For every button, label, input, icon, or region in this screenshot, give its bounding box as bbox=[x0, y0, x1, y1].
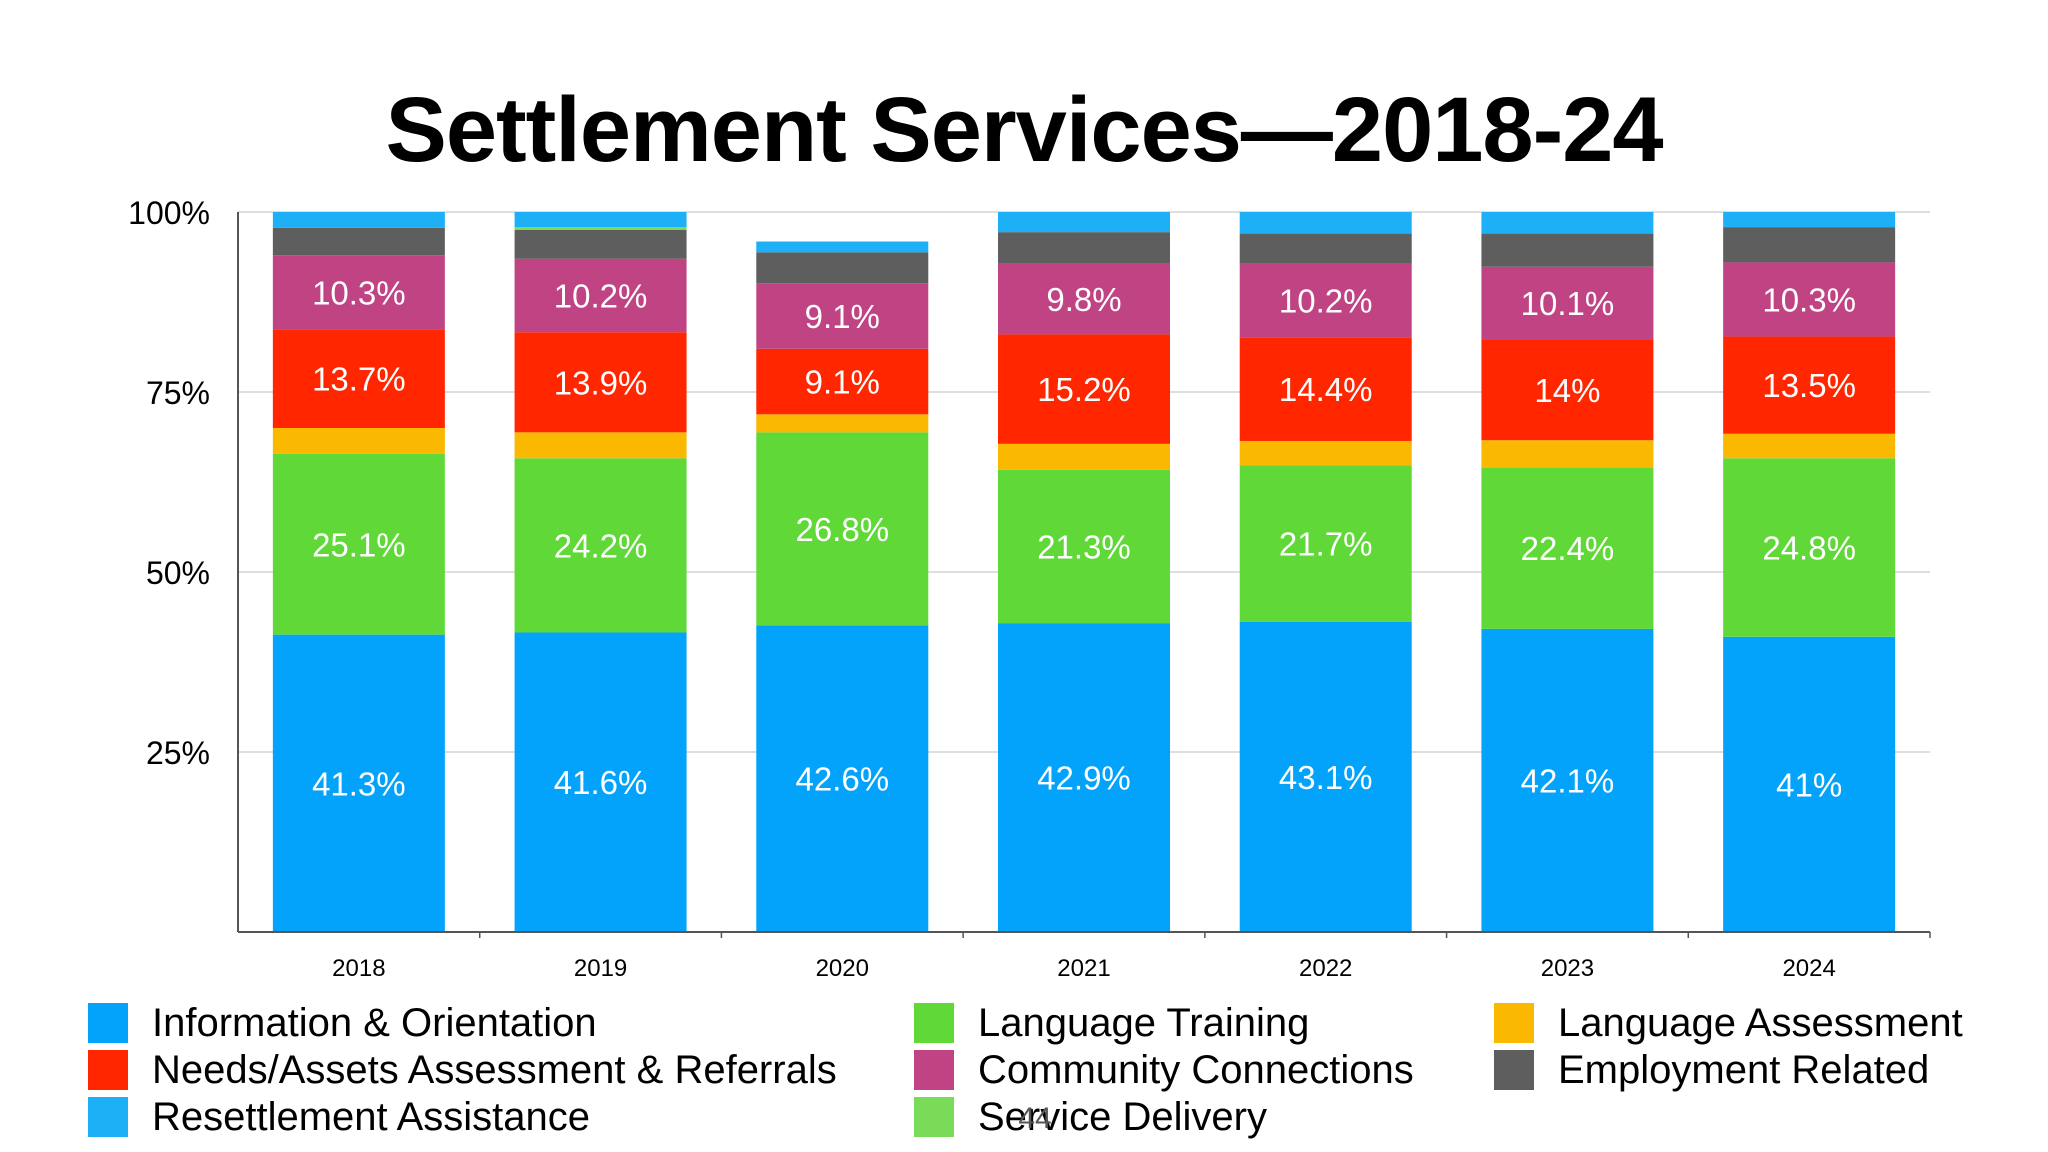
data-label: 9.1% bbox=[805, 364, 880, 401]
legend-swatch bbox=[914, 1097, 954, 1137]
bar-segment bbox=[1723, 636, 1896, 932]
y-tick-label: 25% bbox=[146, 735, 210, 771]
x-tick-label: 2023 bbox=[1541, 955, 1594, 982]
bar-segment bbox=[1239, 465, 1412, 622]
bar-segment bbox=[1481, 233, 1654, 267]
bar-segment bbox=[272, 453, 445, 635]
data-label: 9.8% bbox=[1046, 281, 1121, 318]
data-label: 10.3% bbox=[312, 274, 406, 311]
bar-segment bbox=[756, 241, 929, 253]
data-label: 13.7% bbox=[312, 361, 406, 398]
legend-label: Resettlement Assistance bbox=[152, 1094, 590, 1139]
bar-segment bbox=[1481, 628, 1654, 932]
data-label: 41.6% bbox=[554, 764, 648, 801]
bar-segment bbox=[1239, 263, 1412, 338]
data-label: 10.2% bbox=[1279, 283, 1373, 320]
x-tick-label: 2022 bbox=[1299, 955, 1352, 982]
data-label: 43.1% bbox=[1279, 759, 1373, 796]
y-tick-label: 100% bbox=[128, 195, 210, 231]
y-tick-label: 75% bbox=[146, 375, 210, 411]
x-tick-label: 2021 bbox=[1057, 955, 1110, 982]
data-label: 41% bbox=[1776, 766, 1842, 803]
bar-segment bbox=[272, 212, 445, 228]
chart-title: Settlement Services—2018-24 bbox=[385, 79, 1663, 181]
data-label: 9.1% bbox=[805, 298, 880, 335]
bar-segment bbox=[514, 258, 687, 333]
bar-segment bbox=[272, 329, 445, 428]
x-tick-label: 2018 bbox=[332, 955, 385, 982]
bar-segment bbox=[1239, 440, 1412, 466]
data-label: 14.4% bbox=[1279, 371, 1373, 408]
bar-segment bbox=[998, 623, 1170, 932]
bar-segment bbox=[1723, 433, 1896, 459]
bar-segment bbox=[1723, 212, 1896, 228]
data-label: 41.3% bbox=[312, 765, 406, 802]
x-tick-label: 2020 bbox=[816, 955, 869, 982]
bar-segment bbox=[514, 632, 687, 932]
data-label: 15.2% bbox=[1037, 371, 1131, 408]
data-label: 21.7% bbox=[1279, 526, 1373, 563]
bar-segment bbox=[514, 227, 687, 230]
data-label: 24.8% bbox=[1762, 530, 1856, 567]
data-label: 42.9% bbox=[1037, 760, 1131, 797]
bar-segment bbox=[756, 283, 929, 349]
data-label: 13.5% bbox=[1762, 367, 1856, 404]
bar-segment bbox=[756, 414, 929, 433]
bar-segment bbox=[1481, 440, 1654, 468]
bar-segment bbox=[1723, 227, 1896, 263]
bar-segment bbox=[998, 334, 1170, 444]
data-label: 42.6% bbox=[795, 761, 889, 798]
legend-swatch bbox=[88, 1097, 128, 1137]
bar-segment bbox=[756, 348, 929, 415]
bar-segment bbox=[756, 625, 929, 932]
bar-segment bbox=[272, 227, 445, 256]
data-label: 10.1% bbox=[1521, 285, 1615, 322]
bar-segment bbox=[998, 469, 1170, 624]
data-label: 24.2% bbox=[554, 527, 648, 564]
data-label: 26.8% bbox=[795, 511, 889, 548]
bar-segment bbox=[272, 428, 445, 454]
bar-segment bbox=[1481, 266, 1654, 340]
data-label: 13.9% bbox=[554, 364, 648, 401]
bar-segment bbox=[998, 443, 1170, 470]
stacked-bar-chart: 25% 50% 75% 100% 41.3% 25.1% 13.7% 10.3% 2018 41.… bbox=[128, 195, 1931, 982]
bar-segment bbox=[514, 432, 687, 459]
bar-segment bbox=[1723, 262, 1896, 337]
legend-item-service-delivery: Service Delivery bbox=[914, 1094, 1267, 1140]
data-label: 10.3% bbox=[1762, 281, 1856, 318]
legend-item-resettlement-assistance: Resettlement Assistance bbox=[88, 1094, 590, 1140]
data-label: 10.2% bbox=[554, 278, 648, 315]
bar-segment bbox=[756, 252, 929, 284]
bar-segment bbox=[1481, 467, 1654, 629]
bar-segment bbox=[756, 432, 929, 626]
bar-segment bbox=[1239, 233, 1412, 264]
data-label: 22.4% bbox=[1521, 530, 1615, 567]
bar-segment bbox=[1723, 336, 1896, 434]
bar-segment bbox=[998, 212, 1170, 233]
bar-segment bbox=[1239, 212, 1412, 234]
bar-segment bbox=[1481, 339, 1654, 441]
bar-segment bbox=[272, 634, 445, 932]
x-tick-label: 2019 bbox=[574, 955, 627, 982]
bar-segment bbox=[272, 255, 445, 330]
bar-segment bbox=[514, 332, 687, 433]
bar-segment bbox=[1239, 337, 1412, 441]
data-label: 42.1% bbox=[1521, 762, 1615, 799]
data-label: 21.3% bbox=[1037, 528, 1131, 565]
data-label: 25.1% bbox=[312, 526, 406, 563]
bar-segment bbox=[514, 458, 687, 633]
bar-segment bbox=[998, 232, 1170, 264]
bar-segment bbox=[1723, 458, 1896, 637]
x-tick-label: 2024 bbox=[1782, 955, 1835, 982]
bar-segment bbox=[1481, 212, 1654, 234]
page-number: 44 bbox=[1018, 1102, 1052, 1135]
data-label: 14% bbox=[1534, 372, 1600, 409]
bar-segment bbox=[998, 263, 1170, 335]
bar-segment bbox=[1239, 621, 1412, 932]
bar-segment bbox=[514, 230, 687, 259]
y-tick-label: 50% bbox=[146, 555, 210, 591]
bar-segment bbox=[514, 212, 687, 228]
